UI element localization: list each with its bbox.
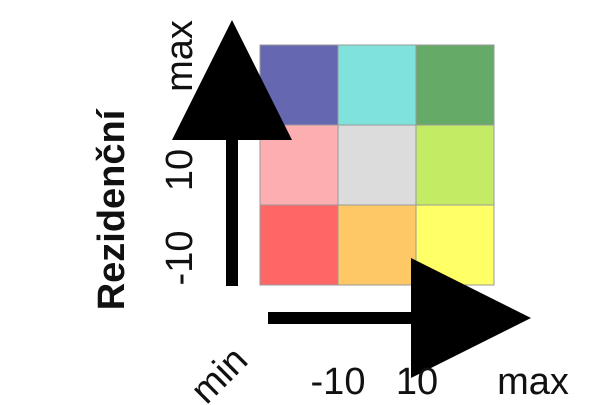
x-tick-label: max <box>497 361 569 403</box>
heatmap-cell-r0-c1 <box>337 44 417 126</box>
x-tick-label: -10 <box>311 361 366 403</box>
heatmap-cell-r1-c2 <box>415 124 495 206</box>
heatmap-cell-r2-c2 <box>415 204 495 286</box>
heatmap-cell-r0-c0 <box>259 44 339 126</box>
corner-min-label: min <box>183 339 256 405</box>
y-axis-label: Rezidenční <box>91 108 133 310</box>
heatmap-grid <box>259 44 495 286</box>
heatmap-cell-r0-c2 <box>415 44 495 126</box>
heatmap-cell-r1-c0 <box>259 124 339 206</box>
y-axis: Rezidenční -10 10 max <box>91 20 292 310</box>
heatmap-cell-r2-c1 <box>337 204 417 286</box>
heatmap-cell-r1-c1 <box>337 124 417 206</box>
y-tick-label: -10 <box>159 231 201 286</box>
heatmap-cell-r2-c0 <box>259 204 339 286</box>
x-tick-label: 10 <box>396 361 438 403</box>
y-tick-label: 10 <box>159 149 201 191</box>
y-tick-label: max <box>159 20 201 92</box>
x-axis: -10 10 max min <box>183 258 569 405</box>
